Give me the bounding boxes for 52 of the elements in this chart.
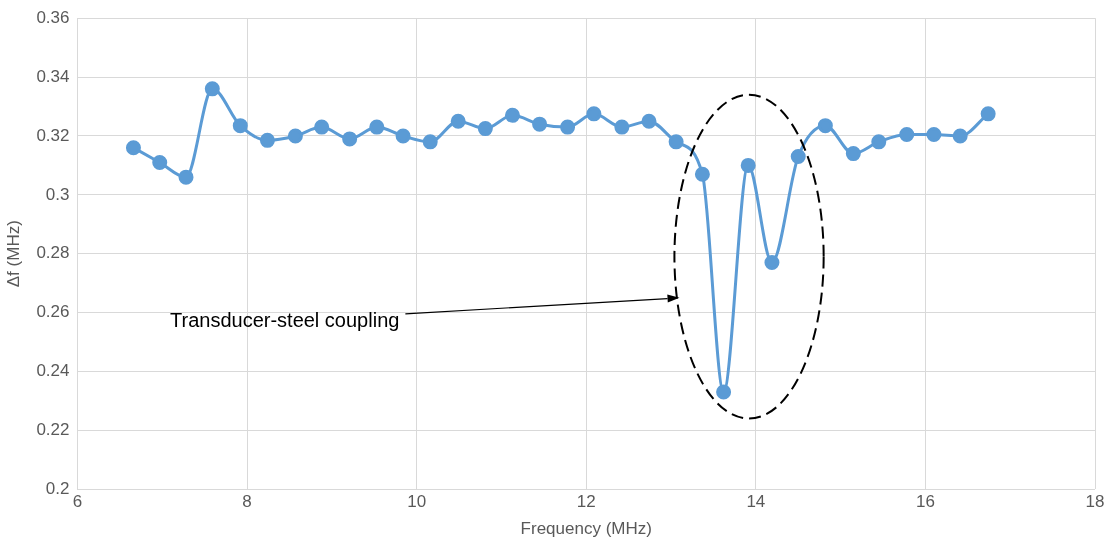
point [204,81,220,97]
point [369,119,385,135]
y-tick-label: 0.22 [36,420,70,440]
point [614,119,630,135]
y-tick-label: 0.32 [36,125,70,145]
point [764,255,780,271]
annotation: Transducer-steel coupling [170,309,400,332]
point [342,131,358,147]
point [450,113,466,129]
x-tick-label: 6 [72,492,83,512]
point [395,128,411,144]
point [152,154,168,170]
y-tick-label: 0.2 [45,478,70,498]
y-tick-label: 0.26 [36,302,70,322]
point [314,119,330,135]
y-tick-label: 0.34 [36,66,70,86]
x-tick-label: 18 [1085,492,1105,512]
y-axis-title: Δf (MHz) [3,220,23,288]
point [952,128,968,144]
point [980,106,996,122]
point [871,134,887,150]
point [586,106,602,122]
x-tick-label: 8 [242,492,252,512]
y-tick-label: 0.28 [36,243,70,263]
point [178,169,194,185]
y-tick-label: 0.36 [36,7,70,27]
point [899,126,915,142]
x-tick-label: 14 [746,492,766,512]
point [560,119,576,135]
point [232,118,248,134]
point [259,132,275,148]
point [716,384,732,400]
point [422,134,438,150]
point [125,140,141,156]
point [845,146,861,162]
x-axis-title: Frequency (MHz) [520,519,652,539]
point [668,134,684,150]
point [817,118,833,134]
point [641,113,657,129]
point [287,128,303,144]
y-tick-label: 0.3 [45,184,70,204]
y-tick-label: 0.24 [36,361,70,381]
x-tick-label: 10 [407,492,427,512]
point [740,157,756,173]
point [790,149,806,165]
x-tick-label: 16 [915,492,935,512]
point [694,166,710,182]
x-tick-label: 12 [576,492,596,512]
point [477,121,493,137]
point [532,116,548,132]
point [926,126,942,142]
point [504,107,520,123]
